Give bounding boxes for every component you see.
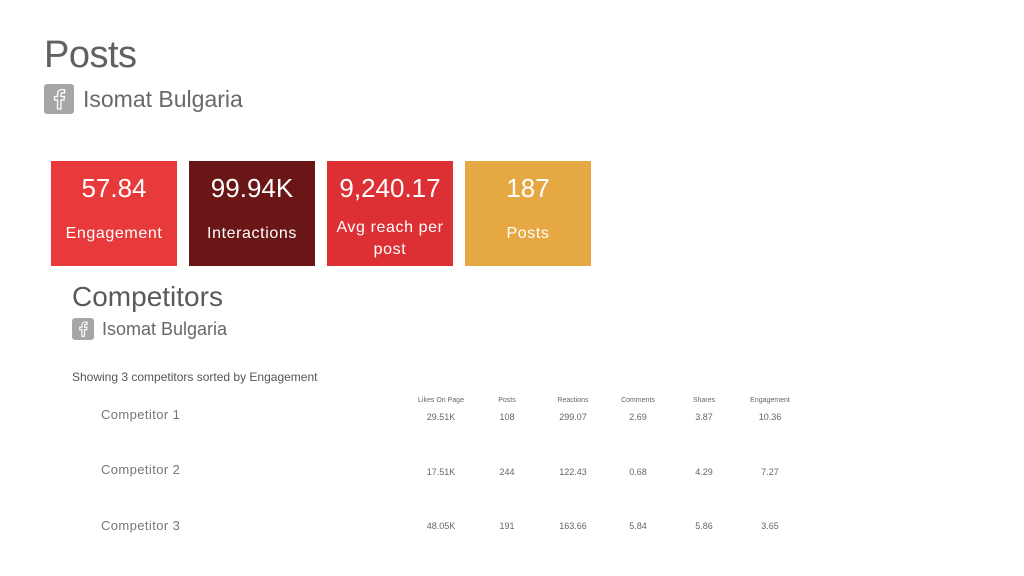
cell-comments: 0.68 bbox=[629, 467, 647, 477]
kpi-engagement: 57.84 Engagement bbox=[51, 161, 177, 266]
cell-shares: 4.29 bbox=[695, 467, 713, 477]
kpi-value: 99.94K bbox=[210, 173, 294, 203]
cell-reactions: 122.43 bbox=[559, 467, 587, 477]
competitors-title: Competitors bbox=[72, 281, 223, 312]
competitors-page-identity: Isomat Bulgaria bbox=[72, 318, 227, 340]
competitors-page-name: Isomat Bulgaria bbox=[102, 318, 228, 339]
cell-likes: 48.05K bbox=[426, 521, 456, 531]
column-header-comments: Comments bbox=[621, 397, 655, 404]
cell-likes: 29.51K bbox=[426, 412, 456, 422]
competitor-name: Competitor 2 bbox=[101, 462, 181, 477]
column-header-likes: Likes On Page bbox=[418, 397, 464, 404]
page-name: Isomat Bulgaria bbox=[83, 85, 243, 112]
competitor-name: Competitor 3 bbox=[101, 518, 181, 533]
competitor-name: Competitor 1 bbox=[101, 407, 181, 422]
competitors-summary: Showing 3 competitors sorted by Engageme… bbox=[72, 370, 318, 384]
kpi-posts: 187 Posts bbox=[465, 161, 591, 266]
cell-comments: 2.69 bbox=[629, 412, 647, 422]
page-title: Posts bbox=[44, 34, 137, 76]
column-header-reactions: Reactions bbox=[557, 397, 589, 404]
facebook-icon bbox=[72, 318, 94, 340]
cell-reactions: 163.66 bbox=[559, 521, 587, 531]
kpi-label: Posts bbox=[506, 225, 550, 242]
facebook-icon bbox=[44, 84, 74, 114]
kpi-label: Engagement bbox=[65, 225, 163, 242]
cell-posts: 108 bbox=[499, 412, 515, 422]
kpi-label: Interactions bbox=[207, 225, 297, 242]
cell-engagement: 3.65 bbox=[761, 521, 779, 531]
cell-shares: 3.87 bbox=[695, 412, 713, 422]
column-header-shares: Shares bbox=[692, 397, 716, 404]
kpi-label: Avg reach per post bbox=[336, 219, 444, 258]
cell-likes: 17.51K bbox=[426, 467, 456, 477]
cell-reactions: 299.07 bbox=[559, 412, 587, 422]
kpi-avg-reach: 9,240.17 Avg reach per post bbox=[327, 161, 453, 266]
kpi-value: 187 bbox=[506, 173, 550, 203]
cell-comments: 5.84 bbox=[629, 521, 647, 531]
column-header-engagement: Engagement bbox=[750, 397, 790, 404]
kpi-value: 57.84 bbox=[81, 173, 147, 203]
cell-shares: 5.86 bbox=[695, 521, 713, 531]
cell-engagement: 10.36 bbox=[758, 412, 782, 422]
cell-posts: 191 bbox=[499, 521, 515, 531]
cell-posts: 244 bbox=[499, 467, 515, 477]
cell-engagement: 7.27 bbox=[761, 467, 779, 477]
kpi-interactions: 99.94K Interactions bbox=[189, 161, 315, 266]
kpi-value: 9,240.17 bbox=[339, 173, 441, 203]
column-header-posts: Posts bbox=[498, 397, 516, 404]
page-identity: Isomat Bulgaria bbox=[44, 84, 243, 114]
